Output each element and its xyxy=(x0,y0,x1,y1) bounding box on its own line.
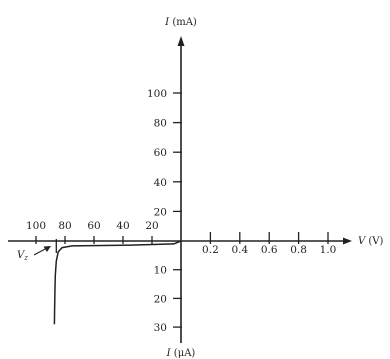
y-axis-arrowhead xyxy=(177,36,185,46)
axes xyxy=(8,36,352,343)
x-forward-tick-label: 0.8 xyxy=(290,244,307,256)
curve-layer xyxy=(53,240,182,325)
y-axis-top-label-unit: (mA) xyxy=(172,17,197,28)
y-axis-bottom-label: I (μA) xyxy=(166,348,196,359)
x-reverse-tick-label: 100 xyxy=(26,220,46,232)
y-axis-top-label: I (mA) xyxy=(164,17,197,28)
x-reverse-tick-label: 40 xyxy=(116,220,129,232)
vz-label: Vz xyxy=(17,250,28,262)
y-axis-bottom-label-unit: (μA) xyxy=(174,348,196,359)
x-forward-tick-label: 0.2 xyxy=(202,244,219,256)
y-axis-top-label-var: I xyxy=(164,17,172,28)
vz-arrow-shaft xyxy=(33,247,48,256)
y-reverse-tick-label: 10 xyxy=(154,265,167,277)
y-forward-tick-label: 60 xyxy=(154,147,167,159)
ticks: 0.2 0.4 0.6 0.8 1.0 100 80 60 40 20 20 40 60 80 100 10 2… xyxy=(26,88,336,334)
vz-label-subscript: z xyxy=(23,254,28,262)
y-forward-tick-label: 100 xyxy=(147,88,167,100)
x-reverse-tick-label: 20 xyxy=(145,220,158,232)
vz-arrow-head xyxy=(43,246,51,252)
x-axis-arrowhead xyxy=(343,237,352,245)
x-axis-label-var: V xyxy=(358,236,368,247)
x-reverse-tick-label: 80 xyxy=(58,220,71,232)
y-forward-tick-label: 20 xyxy=(154,206,167,218)
x-forward-tick-label: 0.6 xyxy=(261,244,278,256)
x-forward-tick-label: 1.0 xyxy=(320,244,337,256)
x-axis-label-unit: (V) xyxy=(368,236,383,247)
reverse-bias-curve xyxy=(53,240,182,325)
x-reverse-tick-label: 60 xyxy=(87,220,100,232)
x-forward-tick-label: 0.4 xyxy=(231,244,248,256)
x-axis-label: V (V) xyxy=(358,236,384,247)
y-reverse-tick-label: 30 xyxy=(154,322,167,334)
y-forward-tick-label: 80 xyxy=(154,118,167,130)
labels: VzI (mA)I (μA)V (V) xyxy=(17,17,384,359)
y-axis-bottom-label-var: I xyxy=(166,348,174,359)
y-reverse-tick-label: 20 xyxy=(154,293,167,305)
y-forward-tick-label: 40 xyxy=(154,177,167,189)
